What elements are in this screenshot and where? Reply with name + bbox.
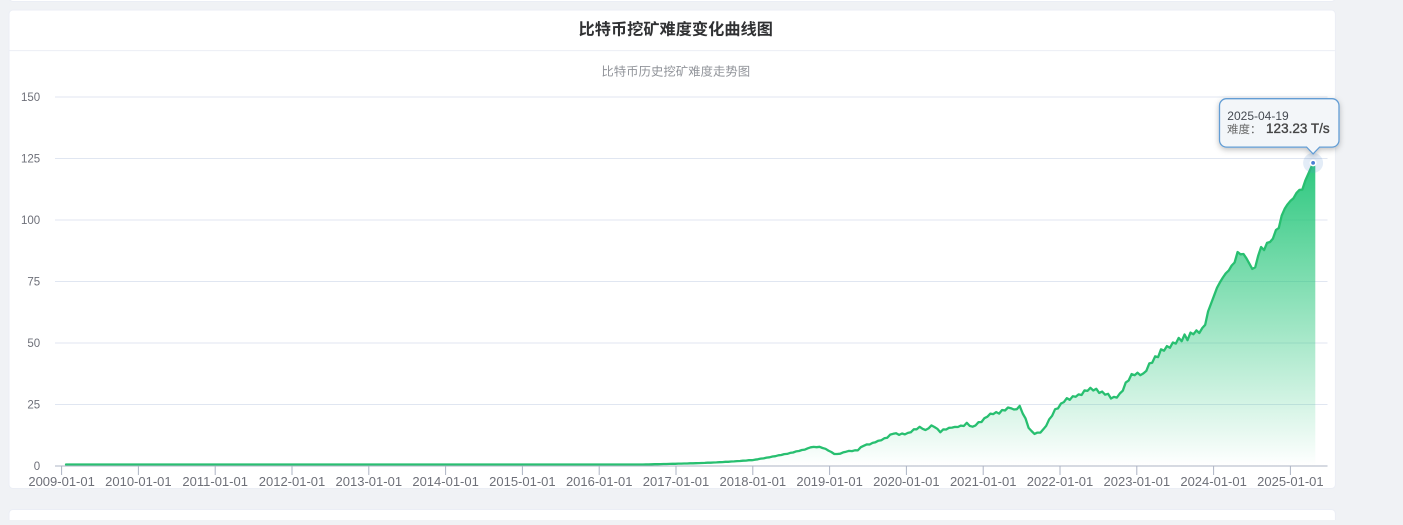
svg-text:2025-01-01: 2025-01-01 bbox=[1257, 474, 1324, 489]
svg-text:2010-01-01: 2010-01-01 bbox=[105, 474, 172, 489]
svg-text:2022-01-01: 2022-01-01 bbox=[1027, 474, 1094, 489]
svg-text:2016-01-01: 2016-01-01 bbox=[566, 474, 633, 489]
svg-text:2011-01-01: 2011-01-01 bbox=[182, 474, 248, 489]
svg-text:2015-01-01: 2015-01-01 bbox=[489, 474, 556, 489]
svg-text:123.23 T/s: 123.23 T/s bbox=[1266, 121, 1330, 136]
svg-text:150: 150 bbox=[21, 92, 40, 104]
svg-text:2019-01-01: 2019-01-01 bbox=[796, 474, 863, 489]
svg-text:2018-01-01: 2018-01-01 bbox=[720, 474, 787, 489]
svg-text:2012-01-01: 2012-01-01 bbox=[259, 474, 326, 489]
svg-text:2013-01-01: 2013-01-01 bbox=[336, 474, 403, 489]
svg-text:2020-01-01: 2020-01-01 bbox=[873, 474, 940, 489]
svg-text:75: 75 bbox=[27, 277, 40, 289]
svg-text:2023-01-01: 2023-01-01 bbox=[1104, 474, 1171, 489]
svg-text:2014-01-01: 2014-01-01 bbox=[412, 474, 479, 489]
svg-text:2024-01-01: 2024-01-01 bbox=[1180, 474, 1247, 489]
svg-text:0: 0 bbox=[34, 461, 40, 473]
svg-text:2009-01-01: 2009-01-01 bbox=[28, 474, 95, 489]
svg-text:2017-01-01: 2017-01-01 bbox=[643, 474, 710, 489]
svg-text:100: 100 bbox=[21, 215, 40, 227]
svg-text:2021-01-01: 2021-01-01 bbox=[950, 474, 1017, 489]
svg-text:125: 125 bbox=[21, 154, 40, 166]
svg-text:2025-04-19: 2025-04-19 bbox=[1227, 109, 1289, 123]
svg-text:50: 50 bbox=[27, 338, 40, 350]
svg-text:25: 25 bbox=[27, 400, 40, 412]
